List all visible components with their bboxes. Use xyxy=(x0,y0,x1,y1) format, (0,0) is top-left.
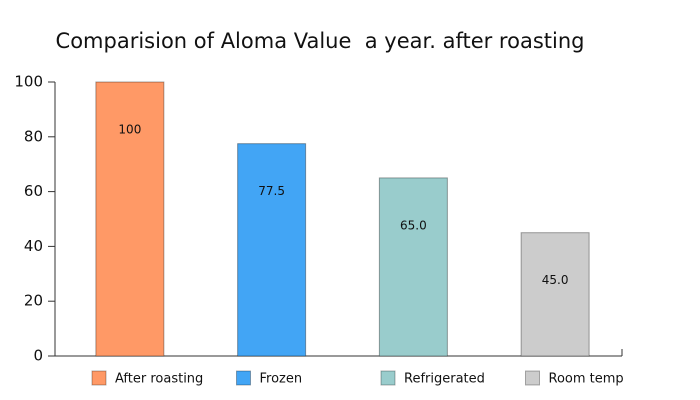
y-tick-label: 80 xyxy=(24,127,43,145)
legend-swatch xyxy=(91,370,107,386)
y-tick-label: 60 xyxy=(24,182,43,200)
value-label: 100 xyxy=(118,123,141,137)
y-tick-label: 0 xyxy=(33,347,43,365)
bar xyxy=(378,177,448,357)
bar xyxy=(520,232,590,357)
legend-label: Refrigerated xyxy=(404,372,485,387)
legend-swatch xyxy=(380,370,396,386)
value-label: 65.0 xyxy=(400,218,427,232)
legend-label: Frozen xyxy=(260,372,303,387)
value-label: 45.0 xyxy=(542,273,569,287)
y-tick-label: 100 xyxy=(14,73,43,91)
value-label: 77.5 xyxy=(258,184,285,198)
chart-title: Comparision of Aloma Value a year. after… xyxy=(56,29,585,53)
bar xyxy=(237,143,307,357)
legend-label: After roasting xyxy=(115,372,203,387)
bar xyxy=(95,81,165,357)
legend-swatch xyxy=(525,370,540,386)
y-tick-label: 40 xyxy=(24,237,43,255)
y-tick-label: 20 xyxy=(24,292,43,310)
legend-label: Room temp xyxy=(549,372,624,387)
legend-swatch xyxy=(236,370,251,386)
